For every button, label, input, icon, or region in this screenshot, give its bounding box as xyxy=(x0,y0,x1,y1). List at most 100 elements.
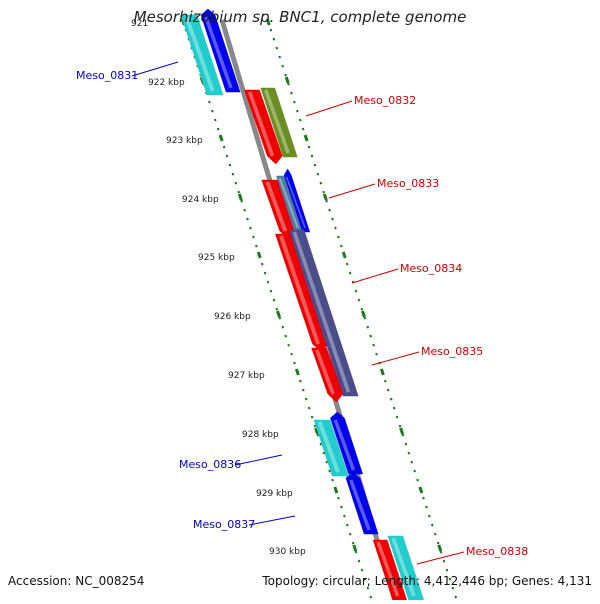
right-tick-rail-dot xyxy=(290,91,293,95)
right-tick-rail-dot xyxy=(272,37,276,41)
right-tick-rail-dot xyxy=(395,415,399,419)
gene-bar-0833-blue-shine xyxy=(285,176,307,229)
left-tick-rail-dot xyxy=(237,190,241,194)
gene-label: Meso_0836 xyxy=(179,458,241,471)
genome-summary: Topology: circular; Length: 4,412,446 bp… xyxy=(262,574,592,588)
gene-leader-line xyxy=(351,268,399,284)
gene-leader-line xyxy=(305,100,353,117)
gene-leader-line xyxy=(328,183,376,199)
gene-bar-0831 xyxy=(200,8,241,93)
right-tick-rail-dot xyxy=(389,397,393,401)
major-tick-right xyxy=(399,427,405,435)
right-tick-rail-dot xyxy=(386,388,390,392)
gene-leader-line xyxy=(234,454,283,466)
right-tick-rail-dot xyxy=(360,307,364,311)
gene-bar-0836-shine xyxy=(333,419,356,471)
left-tick-rail-dot xyxy=(249,226,252,230)
left-tick-rail-dot xyxy=(252,235,255,239)
left-tick-rail-dot xyxy=(293,361,296,365)
left-tick-rail-dot xyxy=(369,595,373,599)
right-tick-rail-dot xyxy=(281,64,284,68)
gene-bar-0834-purple xyxy=(288,229,359,397)
left-tick-rail-dot xyxy=(316,433,320,437)
scale-label: 925 kbp xyxy=(198,253,235,263)
right-tick-rail-dot xyxy=(331,217,334,221)
left-tick-rail-dot xyxy=(325,460,329,464)
right-tick-rail-dot xyxy=(307,145,311,149)
gene-bar-0832 xyxy=(244,89,283,165)
gene-label: Meso_0834 xyxy=(400,262,462,275)
gene-bar-0831-shine xyxy=(204,16,233,89)
right-tick-rail-dot xyxy=(296,109,299,113)
left-tick-rail-dot xyxy=(345,523,349,527)
right-tick-rail-dot xyxy=(363,316,367,320)
gene-bar-0834-shine xyxy=(279,235,321,345)
scale-label: 929 kbp xyxy=(256,489,293,499)
right-tick-rail-dot xyxy=(369,334,372,338)
right-tick-rail-dot xyxy=(448,577,452,581)
major-tick-left xyxy=(256,251,262,259)
left-tick-rail-dot xyxy=(275,307,279,311)
left-tick-rail-dot xyxy=(225,154,229,158)
right-tick-rail-dot xyxy=(398,424,402,428)
scale-label: 921 xyxy=(131,19,148,29)
gene-bar-0832-shine xyxy=(247,91,275,157)
left-tick-rail-dot xyxy=(348,532,352,536)
left-tick-rail-dot xyxy=(307,406,311,410)
gene-bar-0832-olive xyxy=(260,87,298,158)
major-tick-left xyxy=(237,193,243,201)
left-tick-rail-dot xyxy=(255,244,258,248)
right-tick-rail-dot xyxy=(416,478,419,482)
left-tick-rail-dot xyxy=(343,514,346,518)
right-tick-rail-dot xyxy=(337,235,340,239)
major-tick-right xyxy=(418,486,424,494)
right-tick-rail-dot xyxy=(354,289,358,293)
left-tick-rail-dot xyxy=(328,469,331,473)
genome-title: Mesorhizobium sp. BNC1, complete genome xyxy=(133,8,467,26)
left-tick-rail-dot xyxy=(319,442,323,446)
right-tick-rail-dot xyxy=(293,100,296,104)
major-tick-right xyxy=(303,134,309,142)
left-tick-rail-dot xyxy=(322,451,326,455)
right-tick-rail-dot xyxy=(410,460,414,464)
left-tick-rail-dot xyxy=(284,334,287,338)
left-tick-rail-dot xyxy=(366,586,370,590)
left-tick-rail-dot xyxy=(260,262,264,266)
left-tick-rail-dot xyxy=(357,559,361,563)
scale-label: 928 kbp xyxy=(242,430,279,440)
right-tick-rail xyxy=(266,19,458,599)
left-tick-rail-dot xyxy=(304,397,308,401)
gene-label: Meso_0832 xyxy=(354,94,416,107)
left-tick-rail-dot xyxy=(281,325,285,329)
left-tick-rail-dot xyxy=(278,316,282,320)
right-tick-rail-dot xyxy=(401,433,405,437)
left-tick-rail-dot xyxy=(243,208,246,212)
gene-label: Meso_0835 xyxy=(421,345,483,358)
gene-bar-0838-shine xyxy=(376,541,400,597)
left-tick-rail-dot xyxy=(301,388,305,392)
gene-bar-0835-shine xyxy=(315,349,335,395)
right-tick-rail-dot xyxy=(284,73,287,77)
right-tick-rail-dot xyxy=(313,163,317,167)
major-tick-left xyxy=(333,486,339,494)
scale-label: 924 kbp xyxy=(182,195,219,205)
right-tick-rail-dot xyxy=(322,190,326,194)
major-tick-right xyxy=(437,544,443,552)
right-tick-rail-dot xyxy=(325,199,328,203)
left-tick-rail-dot xyxy=(228,163,232,167)
left-tick-rail-dot xyxy=(263,271,267,275)
left-tick-rail-dot xyxy=(272,298,276,302)
right-tick-rail-dot xyxy=(413,469,416,473)
left-tick-rail-dot xyxy=(211,109,214,113)
gene-label: Meso_0837 xyxy=(193,518,255,531)
right-tick-rail-dot xyxy=(422,496,425,500)
scale-label: 926 kbp xyxy=(214,312,251,322)
left-tick-rail-dot xyxy=(222,145,226,149)
gene-bar-0832-olive-shine xyxy=(264,89,290,154)
scale-label: 923 kbp xyxy=(166,136,203,146)
right-tick-rail-dot xyxy=(334,226,337,230)
right-tick-rail-dot xyxy=(436,541,440,545)
gene-bar-0837 xyxy=(345,471,379,535)
gene-label: Meso_0833 xyxy=(377,177,439,190)
